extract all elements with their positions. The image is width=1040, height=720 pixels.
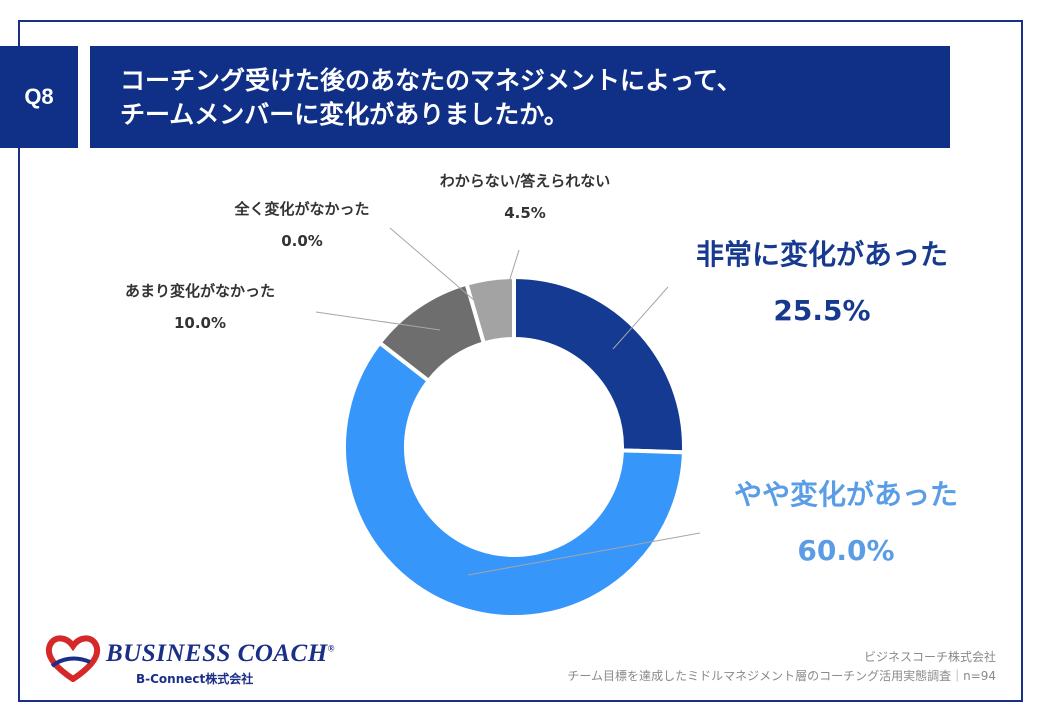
slice-value-dont-know: 4.5% <box>504 204 546 222</box>
leader-line-little-changed <box>315 311 441 331</box>
leader-line-very-changed <box>612 286 669 350</box>
leader-lines <box>315 227 701 576</box>
survey-note: チーム目標を達成したミドルマネジメント層のコーチング活用実態調査｜n=94 <box>567 669 996 683</box>
question-badge: Q8 <box>0 46 78 148</box>
title-line-1: コーチング受けた後のあなたのマネジメントによって、 <box>120 66 742 95</box>
slice-value-some-changed: 60.0% <box>797 534 894 567</box>
slice-label-dont-know: わからない/答えられない <box>440 172 610 190</box>
logo-text: BUSINESS COACH <box>106 640 328 667</box>
donut-slices <box>342 274 686 619</box>
leader-line-dont-know <box>508 249 520 283</box>
leader-line-some-changed <box>467 532 701 576</box>
company-name: ビジネスコーチ株式会社 <box>863 650 996 664</box>
logo-wordmark: BUSINESS COACH® <box>106 640 335 668</box>
logo-subtitle: B-Connect株式会社 <box>136 672 254 686</box>
slice-labels: 非常に変化があった 25.5% やや変化があった 60.0% あまり変化がなかった 10.… <box>125 172 958 567</box>
slice-value-very-changed: 25.5% <box>773 294 870 327</box>
slice-label-some-changed: やや変化があった <box>734 478 958 511</box>
slice-value-little-changed: 10.0% <box>174 314 226 332</box>
slice-very-changed <box>512 274 686 455</box>
logo-registered: ® <box>327 643 335 654</box>
question-title: コーチング受けた後のあなたのマネジメントによって、 チームメンバーに変化がありま… <box>90 46 950 148</box>
slice-label-very-changed: 非常に変化があった <box>696 238 948 271</box>
leader-line-no-change <box>389 227 476 302</box>
slice-some-changed <box>342 339 686 619</box>
title-line-2: チームメンバーに変化がありましたか。 <box>120 100 569 129</box>
slice-label-little-changed: あまり変化がなかった <box>125 282 275 300</box>
slice-label-no-change: 全く変化がなかった <box>233 200 369 218</box>
source-credit: ビジネスコーチ株式会社 チーム目標を達成したミドルマネジメント層のコーチング活用… <box>567 648 996 686</box>
chart-frame <box>18 20 1023 702</box>
business-coach-logo-icon <box>45 635 101 682</box>
slice-value-no-change: 0.0% <box>281 232 323 250</box>
slice-dont-know <box>464 274 516 346</box>
